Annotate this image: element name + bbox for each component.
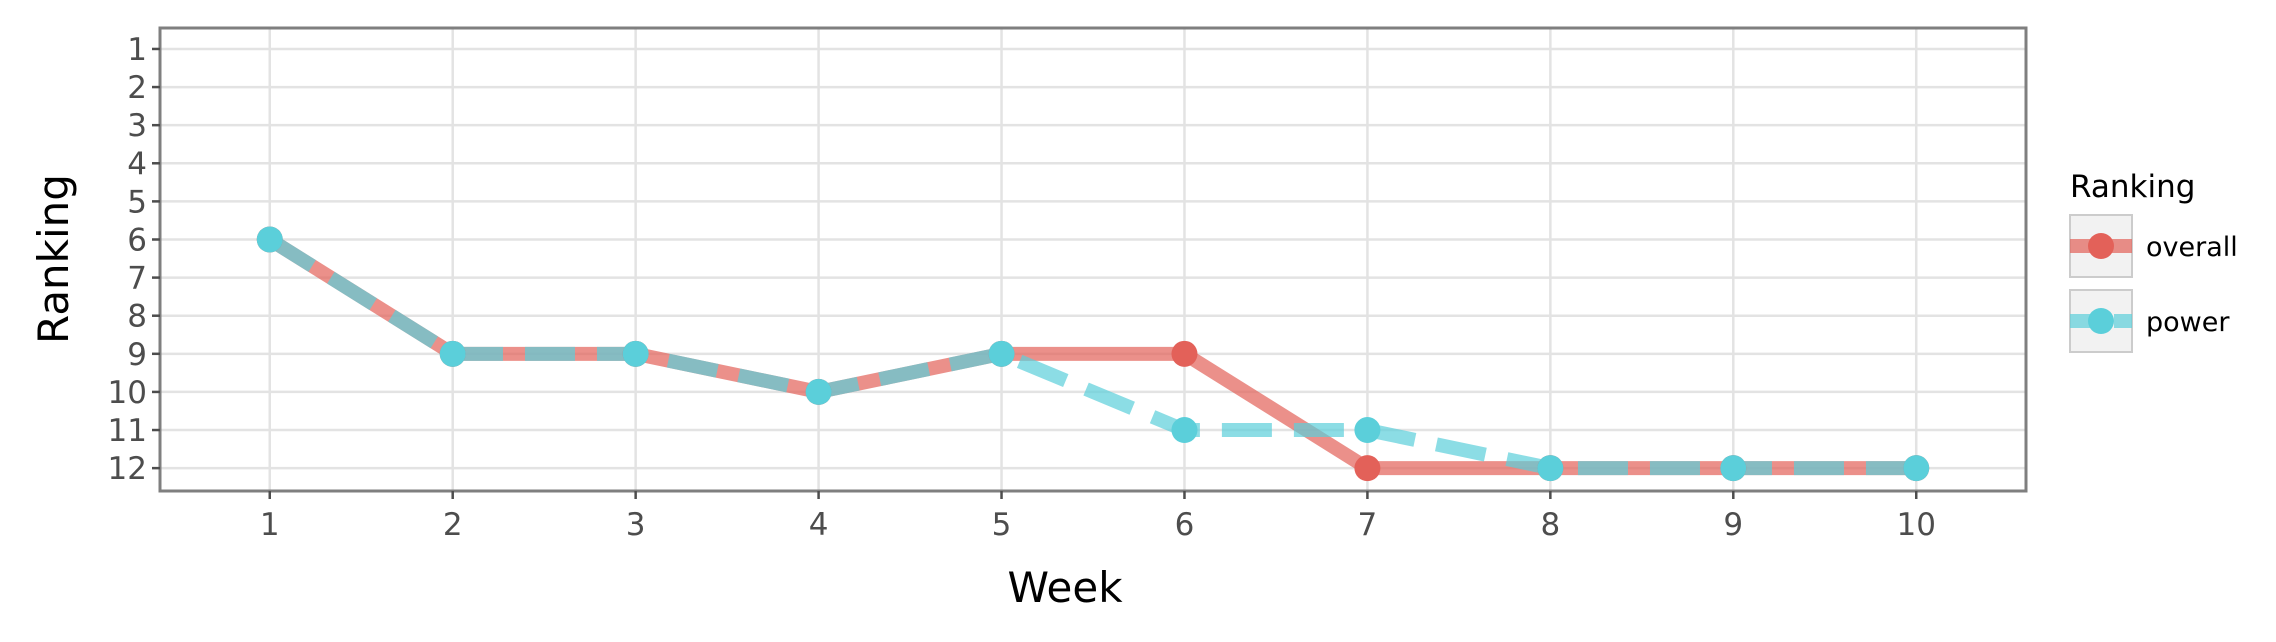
series-layer bbox=[256, 226, 1930, 482]
point-power bbox=[1720, 455, 1747, 482]
panel-border bbox=[158, 26, 2028, 493]
y-tick-label: 6 bbox=[127, 222, 147, 258]
point-power bbox=[622, 340, 649, 367]
y-tick-label: 4 bbox=[127, 146, 147, 182]
x-axis-title: Week bbox=[1007, 563, 1123, 612]
y-tick-label: 7 bbox=[127, 261, 147, 297]
legend-label-overall: overall bbox=[2146, 232, 2238, 263]
x-tick-label: 9 bbox=[1723, 507, 1743, 543]
y-tick-label: 12 bbox=[108, 451, 147, 487]
y-axis-title: Ranking bbox=[29, 174, 78, 344]
point-overall bbox=[1171, 340, 1198, 367]
legend-point-overall bbox=[2088, 233, 2114, 259]
legend: Ranking overall power bbox=[2069, 169, 2238, 353]
x-tick-label: 7 bbox=[1358, 507, 1378, 543]
x-axis: 1 2 3 4 5 6 7 8 9 10 bbox=[260, 491, 1936, 543]
point-power bbox=[805, 378, 832, 405]
x-tick-label: 2 bbox=[443, 507, 463, 543]
y-tick-label: 2 bbox=[127, 70, 147, 106]
x-tick-label: 4 bbox=[809, 507, 829, 543]
legend-label-power: power bbox=[2146, 307, 2230, 338]
x-tick-label: 3 bbox=[626, 507, 646, 543]
y-tick-label: 11 bbox=[108, 413, 147, 449]
series-line-power bbox=[266, 233, 1917, 476]
x-tick-label: 8 bbox=[1540, 507, 1560, 543]
x-tick-label: 10 bbox=[1897, 507, 1936, 543]
point-power bbox=[256, 226, 283, 253]
legend-title: Ranking bbox=[2070, 169, 2195, 205]
point-power bbox=[1903, 455, 1930, 482]
point-power bbox=[988, 340, 1015, 367]
panel-background bbox=[160, 28, 2026, 491]
y-tick-label: 5 bbox=[127, 184, 147, 220]
x-tick-label: 1 bbox=[260, 507, 280, 543]
y-tick-label: 10 bbox=[108, 375, 147, 411]
y-tick-label: 1 bbox=[127, 32, 147, 68]
point-power bbox=[439, 340, 466, 367]
legend-point-power bbox=[2088, 308, 2114, 334]
point-power bbox=[1354, 417, 1381, 444]
y-tick-label: 9 bbox=[127, 337, 147, 373]
point-overall bbox=[1354, 455, 1381, 482]
x-tick-label: 5 bbox=[992, 507, 1012, 543]
point-power bbox=[1537, 455, 1564, 482]
x-tick-label: 6 bbox=[1175, 507, 1195, 543]
y-tick-label: 3 bbox=[127, 108, 147, 144]
point-power bbox=[1171, 417, 1198, 444]
y-tick-label: 8 bbox=[127, 299, 147, 335]
